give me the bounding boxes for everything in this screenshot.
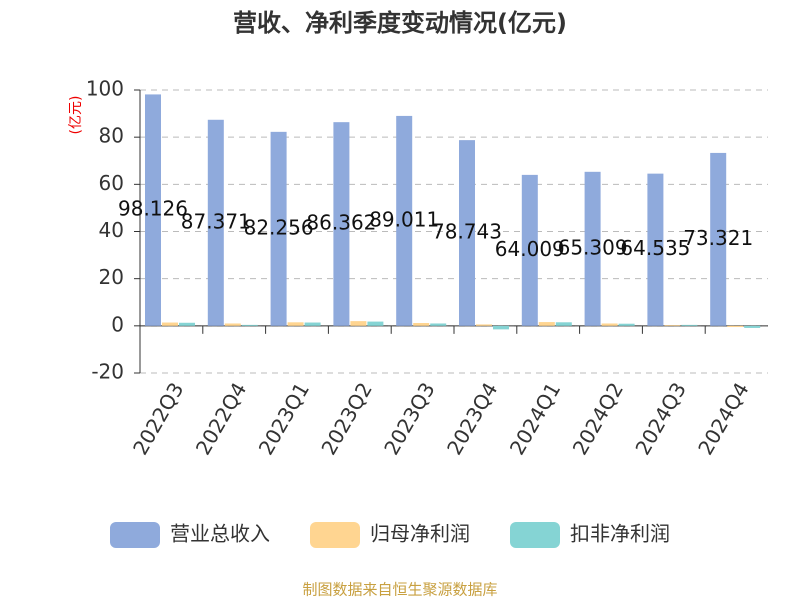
legend-label: 营业总收入 [170,522,270,546]
value-label: 64.535 [620,236,690,260]
value-label: 98.126 [118,197,188,221]
chart-title: 营收、净利季度变动情况(亿元) [233,9,567,37]
value-label: 87.371 [181,209,251,233]
x-tick-label: 2024Q2 [568,378,628,459]
bar [664,325,681,326]
bar [521,174,538,326]
x-tick-label: 2022Q4 [191,378,251,459]
legend-label: 归母净利润 [370,522,470,546]
x-tick-label: 2023Q3 [379,378,439,459]
x-tick-label: 2022Q3 [128,378,188,459]
bar [584,171,601,326]
bar [270,131,287,326]
legend-swatch [510,522,560,548]
bar [493,325,509,330]
value-label: 86.362 [306,210,376,234]
bar [241,324,258,326]
bar [333,122,350,326]
bar [647,173,664,326]
bar [350,321,367,326]
value-label: 65.309 [558,235,628,259]
x-tick-label: 2024Q3 [630,378,690,459]
bar [304,322,321,326]
legend-swatch [310,522,360,548]
bar [179,322,195,326]
bar [207,119,224,326]
bar [744,325,761,328]
bar [367,321,384,326]
value-label: 89.011 [369,207,439,231]
bar [727,325,744,328]
y-tick-label: 100 [86,77,124,101]
bar [145,94,161,326]
bar [162,322,178,326]
bar [681,324,698,326]
y-tick-label: 40 [99,218,124,242]
value-label: 73.321 [683,226,753,250]
y-tick-label: 20 [99,265,124,289]
bar [224,323,241,326]
x-tick-label: 2024Q1 [505,378,565,459]
source-note: 制图数据来自恒生聚源数据库 [302,581,497,599]
x-tick-label: 2023Q4 [442,378,502,459]
bar [710,152,727,326]
legend-label: 扣非净利润 [570,522,670,546]
legend-swatch [110,522,160,548]
x-tick-label: 2023Q2 [316,378,376,459]
value-label: 78.743 [432,219,502,243]
bar [476,324,492,326]
bar [430,323,447,326]
y-tick-label: 0 [111,312,124,336]
bar [555,322,572,326]
bar [618,323,635,326]
value-label: 82.256 [244,215,314,239]
x-tick-label: 2023Q1 [254,378,314,459]
y-axis-label: (亿元) [68,96,84,135]
bar [287,322,304,326]
bar [396,115,413,326]
bar [413,323,430,326]
y-tick-label: -20 [91,360,124,384]
y-tick-label: 60 [99,171,124,195]
bar [538,322,555,326]
bar [601,323,618,326]
y-tick-label: 80 [99,124,124,148]
bar [459,140,475,326]
x-tick-label: 2024Q4 [693,378,753,459]
value-label: 64.009 [495,237,565,261]
